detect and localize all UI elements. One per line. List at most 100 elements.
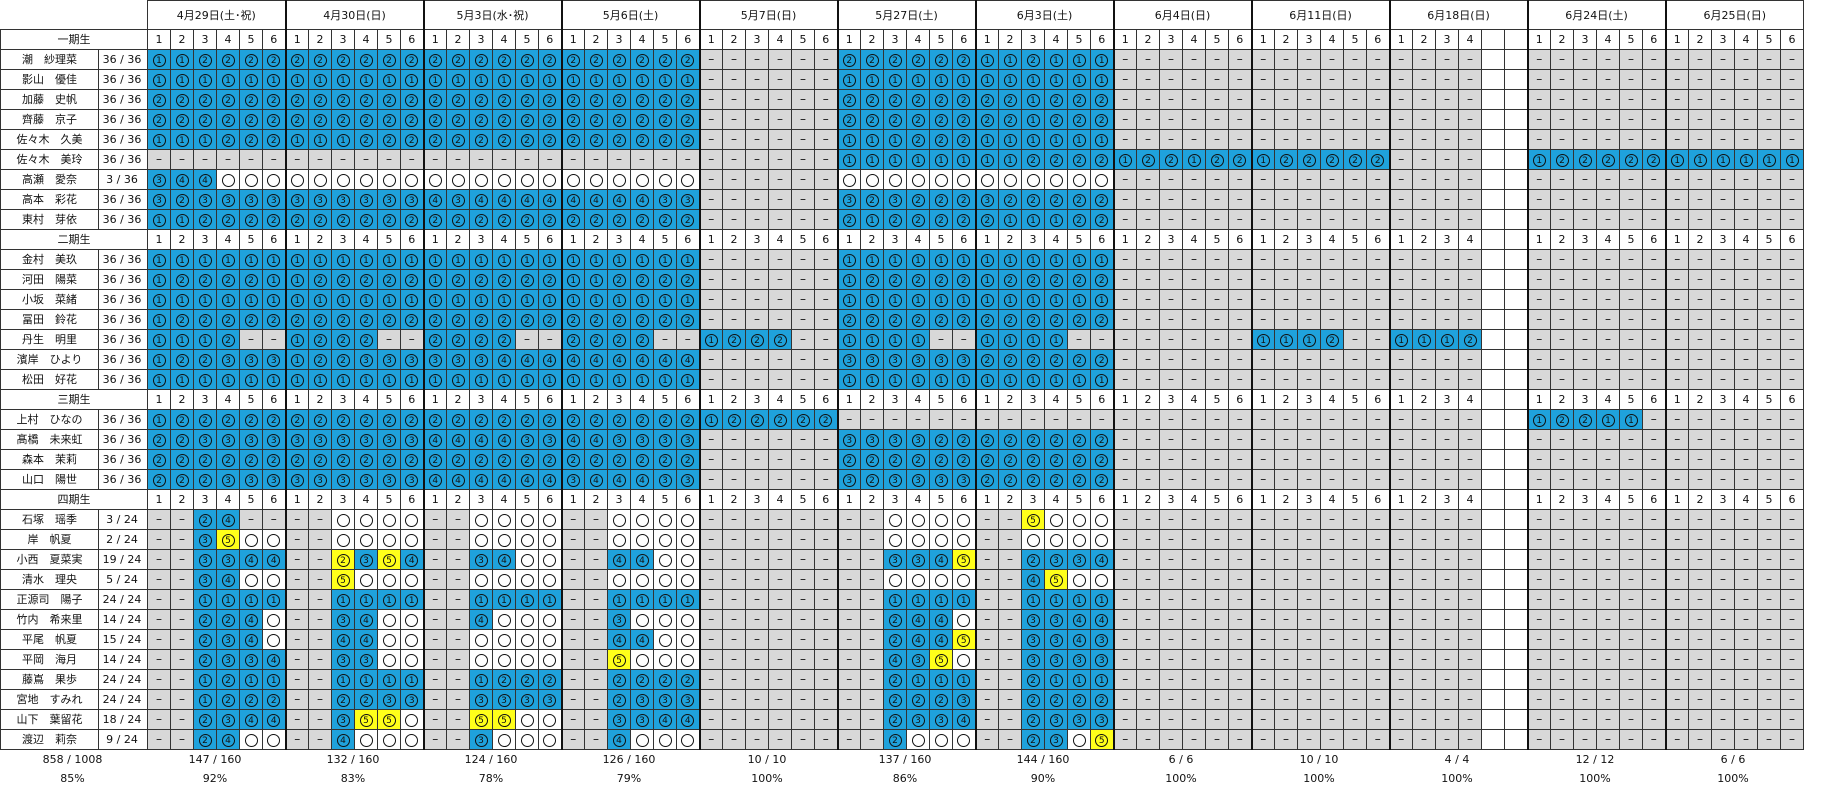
slot-cell[interactable]: – — [1366, 129, 1390, 150]
slot-cell[interactable] — [1067, 569, 1091, 590]
slot-cell[interactable]: – — [446, 729, 470, 750]
slot-cell[interactable]: – — [1596, 549, 1620, 570]
slot-cell[interactable]: – — [1320, 169, 1344, 190]
slot-cell[interactable]: – — [1112, 589, 1137, 610]
slot-cell[interactable] — [422, 169, 447, 190]
slot-cell[interactable]: 3 — [1044, 729, 1068, 750]
slot-cell[interactable]: – — [1435, 289, 1459, 310]
slot-cell[interactable]: 2 — [860, 89, 884, 110]
slot-cell[interactable]: 4 — [1067, 629, 1091, 650]
slot-cell[interactable]: 1 — [216, 369, 240, 390]
slot-cell[interactable]: 1 — [1090, 249, 1114, 270]
slot-cell[interactable]: – — [1619, 709, 1643, 730]
slot-cell[interactable]: 2 — [974, 209, 999, 230]
slot-cell[interactable]: – — [170, 729, 194, 750]
slot-cell[interactable]: 2 — [952, 109, 976, 130]
slot-cell[interactable]: 2 — [630, 209, 654, 230]
slot-cell[interactable]: – — [1688, 589, 1712, 610]
slot-cell[interactable]: – — [745, 429, 769, 450]
slot-cell[interactable]: 2 — [974, 349, 999, 370]
slot-cell[interactable]: 2 — [1021, 549, 1045, 570]
slot-cell[interactable]: – — [1320, 89, 1344, 110]
slot-cell[interactable]: 2 — [1090, 469, 1114, 490]
slot-cell[interactable]: – — [1550, 449, 1574, 470]
slot-cell[interactable]: 2 — [469, 89, 493, 110]
slot-cell[interactable]: 1 — [998, 209, 1022, 230]
slot-cell[interactable]: 1 — [354, 69, 378, 90]
slot-cell[interactable]: – — [1664, 529, 1689, 550]
slot-cell[interactable]: – — [836, 529, 861, 550]
slot-cell[interactable]: – — [698, 369, 723, 390]
slot-cell[interactable] — [906, 729, 930, 750]
slot-cell[interactable]: 2 — [1090, 349, 1114, 370]
slot-cell[interactable]: 2 — [607, 89, 631, 110]
slot-cell[interactable]: – — [745, 189, 769, 210]
slot-cell[interactable]: – — [1182, 109, 1206, 130]
slot-cell[interactable]: 2 — [147, 449, 171, 470]
slot-cell[interactable]: – — [1734, 449, 1758, 470]
slot-cell[interactable]: 2 — [1021, 449, 1045, 470]
slot-cell[interactable]: – — [1250, 729, 1275, 750]
slot-cell[interactable]: – — [836, 409, 861, 430]
slot-cell[interactable]: – — [1136, 449, 1160, 470]
slot-cell[interactable]: – — [1274, 49, 1298, 70]
slot-cell[interactable] — [860, 169, 884, 190]
slot-cell[interactable]: – — [768, 589, 792, 610]
slot-cell[interactable]: 2 — [331, 109, 355, 130]
slot-cell[interactable]: 1 — [147, 69, 171, 90]
slot-cell[interactable]: 2 — [906, 449, 930, 470]
slot-cell[interactable]: – — [1412, 189, 1436, 210]
slot-cell[interactable]: – — [1320, 349, 1344, 370]
slot-cell[interactable]: – — [1250, 169, 1275, 190]
slot-cell[interactable]: – — [814, 309, 838, 330]
slot-cell[interactable]: – — [1320, 669, 1344, 690]
slot-cell[interactable]: 2 — [836, 49, 861, 70]
slot-cell[interactable]: – — [1112, 189, 1137, 210]
slot-cell[interactable]: – — [1573, 449, 1597, 470]
slot-cell[interactable]: 1 — [998, 289, 1022, 310]
slot-cell[interactable]: 2 — [469, 109, 493, 130]
slot-cell[interactable]: – — [1412, 89, 1436, 110]
slot-cell[interactable]: – — [998, 589, 1022, 610]
slot-cell[interactable]: – — [1596, 169, 1620, 190]
slot-cell[interactable]: – — [1136, 669, 1160, 690]
slot-cell[interactable]: 5 — [607, 649, 631, 670]
slot-cell[interactable]: 1 — [331, 249, 355, 270]
slot-cell[interactable]: – — [1388, 549, 1413, 570]
slot-cell[interactable]: 1 — [193, 129, 217, 150]
slot-cell[interactable]: – — [1757, 449, 1781, 470]
slot-cell[interactable]: – — [1458, 409, 1482, 430]
slot-cell[interactable]: – — [1664, 669, 1689, 690]
slot-cell[interactable]: 2 — [193, 269, 217, 290]
slot-cell[interactable]: 1 — [906, 589, 930, 610]
slot-cell[interactable]: – — [1688, 189, 1712, 210]
slot-cell[interactable]: – — [560, 589, 585, 610]
slot-cell[interactable]: 2 — [446, 309, 470, 330]
slot-cell[interactable]: 2 — [653, 449, 677, 470]
slot-cell[interactable]: 2 — [538, 89, 562, 110]
slot-cell[interactable]: – — [1596, 129, 1620, 150]
slot-cell[interactable]: – — [722, 349, 746, 370]
slot-cell[interactable]: – — [814, 349, 838, 370]
slot-cell[interactable]: – — [1388, 149, 1413, 170]
slot-cell[interactable]: – — [1688, 349, 1712, 370]
slot-cell[interactable]: 2 — [1320, 149, 1344, 170]
slot-cell[interactable] — [262, 569, 286, 590]
slot-cell[interactable] — [653, 609, 677, 630]
slot-cell[interactable]: – — [1136, 49, 1160, 70]
slot-cell[interactable]: – — [1388, 429, 1413, 450]
slot-cell[interactable] — [538, 649, 562, 670]
slot-cell[interactable]: 2 — [308, 109, 332, 130]
slot-cell[interactable]: 2 — [400, 209, 424, 230]
slot-cell[interactable]: 3 — [676, 469, 700, 490]
slot-cell[interactable]: 3 — [377, 689, 401, 710]
slot-cell[interactable]: 2 — [952, 89, 976, 110]
slot-cell[interactable]: 1 — [147, 209, 171, 230]
slot-cell[interactable]: 2 — [239, 109, 263, 130]
slot-cell[interactable]: 2 — [653, 669, 677, 690]
slot-cell[interactable]: – — [1573, 129, 1597, 150]
slot-cell[interactable]: 2 — [883, 669, 907, 690]
slot-cell[interactable]: – — [147, 729, 171, 750]
slot-cell[interactable]: 1 — [952, 589, 976, 610]
slot-cell[interactable]: – — [308, 549, 332, 570]
